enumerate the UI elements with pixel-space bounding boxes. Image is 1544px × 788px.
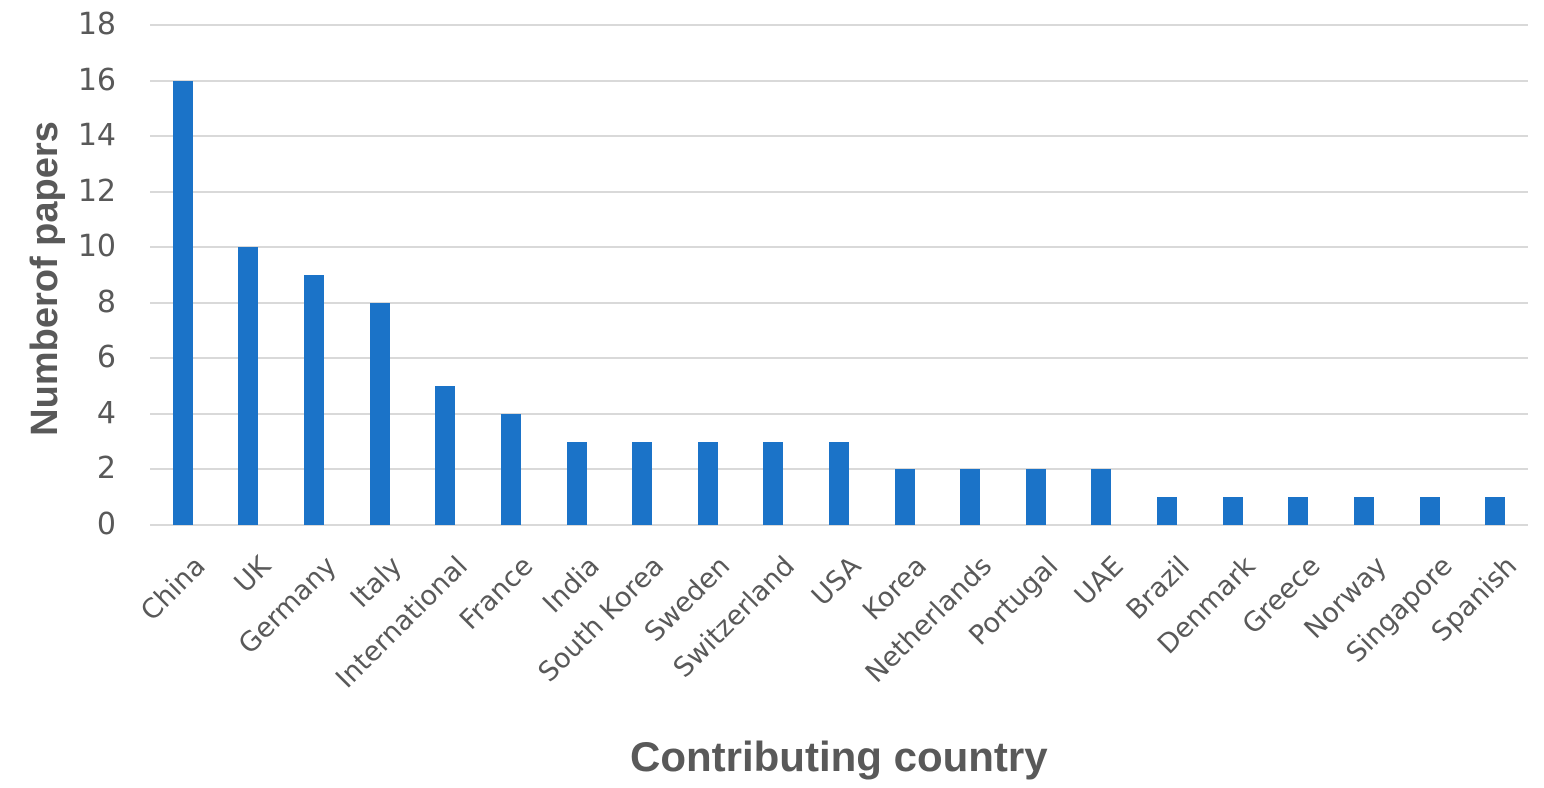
- bar: [238, 247, 259, 525]
- x-tick-label: China: [134, 550, 212, 628]
- y-tick-label: 8: [96, 284, 116, 320]
- bar: [1288, 497, 1309, 525]
- bar: [304, 275, 325, 525]
- bar: [632, 441, 653, 525]
- x-tick-label: UAE: [1069, 550, 1131, 612]
- gridline: [150, 24, 1528, 26]
- bar: [500, 413, 521, 525]
- y-tick-label: 2: [96, 451, 116, 487]
- bar: [1419, 497, 1440, 525]
- x-tick-label: UK: [228, 550, 278, 600]
- y-tick-label: 18: [77, 7, 116, 42]
- y-axis-title: Numberof papers: [23, 120, 66, 436]
- bar: [1222, 497, 1243, 525]
- bar: [1025, 469, 1046, 525]
- bar: [697, 441, 718, 525]
- bar: [829, 441, 849, 525]
- x-tick-label: France: [453, 550, 540, 636]
- y-tick-label: 10: [77, 229, 116, 265]
- bar: [369, 302, 390, 525]
- gridline: [150, 190, 1528, 193]
- bar: [1157, 497, 1178, 525]
- gridline: [150, 135, 1528, 138]
- gridline: [150, 524, 1528, 526]
- y-tick-label: 4: [96, 395, 116, 431]
- x-axis-title: Contributing country: [630, 733, 1048, 780]
- bar: [894, 469, 915, 525]
- gridline: [150, 246, 1528, 249]
- bar: [763, 441, 784, 525]
- y-tick-label: 6: [96, 340, 116, 376]
- gridline: [150, 412, 1528, 415]
- bar: [1353, 497, 1374, 525]
- gridline: [150, 301, 1528, 304]
- bar: [1485, 497, 1506, 525]
- y-tick-label: 14: [77, 118, 116, 154]
- bar: [566, 441, 587, 525]
- bar: [435, 386, 456, 525]
- bar: [172, 80, 193, 525]
- x-tick-label: USA: [805, 550, 868, 613]
- bar: [1091, 469, 1112, 525]
- gridline: [150, 79, 1528, 82]
- gridline: [150, 357, 1528, 360]
- y-tick-label: 0: [96, 507, 116, 542]
- y-tick-label: 12: [77, 173, 116, 209]
- y-tick-label: 16: [77, 62, 116, 98]
- bar: [960, 469, 981, 525]
